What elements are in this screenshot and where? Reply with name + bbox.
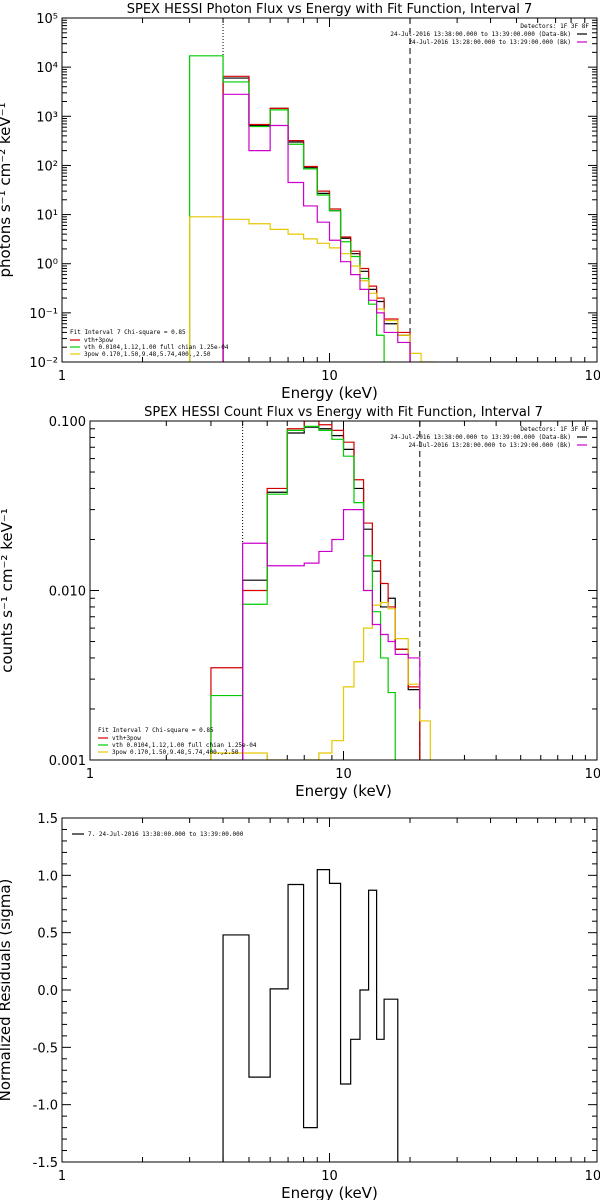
y-tick-label: 10⁵ xyxy=(36,12,58,27)
y-axis-label: photons s⁻¹ cm⁻² keV⁻¹ xyxy=(0,103,14,278)
y-tick-label: 0.5 xyxy=(37,927,58,942)
series-group xyxy=(189,55,437,362)
legend-entry-label: vth+3pow xyxy=(84,337,113,344)
legend-entry-label: 24-Jul-2016 13:28:00.000 to 13:29:00.000… xyxy=(408,39,571,46)
y-tick-label: 0.001 xyxy=(49,754,86,769)
series-bpow-line xyxy=(210,601,431,760)
y-axis-label: Normalized Residuals (sigma) xyxy=(0,879,14,1102)
y-tick-label: -1.0 xyxy=(33,1099,58,1114)
residuals-panel: 1 10 100 -1.5 -1.0 -0.5 0.0 0.5 1.0 1.5 Energy (ke… xyxy=(0,812,600,1200)
legend-entry-label: vth+3pow xyxy=(112,735,141,742)
x-tick-label: 1 xyxy=(86,767,94,782)
series-group xyxy=(210,421,431,760)
plot-frame xyxy=(89,420,598,761)
legend-entry-label: 24-Jul-2016 13:38:00.000 to 13:39:00.000… xyxy=(390,434,571,441)
x-tick-label: 100 xyxy=(585,767,600,782)
series-total-line xyxy=(210,421,421,760)
series-data-line xyxy=(222,77,411,362)
legend-entry-label: 3pow 0.170,1.50,9.48,5.74,400.,2.50 xyxy=(112,749,239,756)
y-tick-label: 10⁴ xyxy=(36,61,58,76)
x-axis-label: Energy (keV) xyxy=(281,1184,378,1200)
legend-fit-header: Fit Interval 7 Chi-square = 0.85 xyxy=(70,329,186,336)
series-background-line xyxy=(242,509,421,760)
y-tick-label: 10⁻¹ xyxy=(29,307,58,322)
y-tick-label: 0.100 xyxy=(49,415,86,430)
legend-entry-label: 7. 24-Jul-2016 13:38:00.000 to 13:39:00.… xyxy=(88,831,244,838)
photon-flux-panel: SPEX HESSI Photon Flux vs Energy with Fi… xyxy=(0,2,600,402)
x-tick-label: 10 xyxy=(321,1169,338,1184)
chart-title: SPEX HESSI Count Flux vs Energy with Fit… xyxy=(144,405,543,420)
x-tick-label: 10 xyxy=(335,767,352,782)
y-tick-label: 1.0 xyxy=(37,869,58,884)
y-tick-label: 10² xyxy=(36,159,58,174)
x-tick-label: 1 xyxy=(58,369,66,384)
x-tick-label: 100 xyxy=(585,369,600,384)
legend-entry-label: 24-Jul-2016 13:38:00.000 to 13:39:00.000… xyxy=(390,31,571,38)
x-axis-label: Energy (keV) xyxy=(281,384,378,402)
y-axis-label: counts s⁻¹ cm⁻² keV⁻¹ xyxy=(0,508,16,673)
legend-entry-label: vth 0.0104,1.12,1.00 full chian 1.25e-04 xyxy=(84,344,229,351)
y-tick-label: 10¹ xyxy=(36,209,58,224)
legend-fit-header: Fit Interval 7 Chi-square = 0.85 xyxy=(98,727,214,734)
y-tick-label: 1.5 xyxy=(37,812,58,827)
x-tick-label: 1 xyxy=(58,1169,66,1184)
legend-detectors: Detectors: 1F 3F 8F xyxy=(520,23,589,30)
plot-frame xyxy=(61,17,598,363)
y-tick-label: 10⁰ xyxy=(36,258,58,273)
y-tick-label: -0.5 xyxy=(33,1041,58,1056)
x-axis-label: Energy (keV) xyxy=(295,782,392,800)
count-flux-panel: SPEX HESSI Count Flux vs Energy with Fit… xyxy=(0,405,600,800)
plot-frame xyxy=(61,817,598,1163)
y-tick-label: 0.0 xyxy=(37,984,58,999)
series-vth-line xyxy=(210,425,396,760)
series-background-line xyxy=(222,93,411,362)
series-bpow-line xyxy=(189,216,437,362)
legend-entry-label: vth 0.0104,1.12,1.00 full chian 1.25e-04 xyxy=(112,742,257,749)
legend-entry-label: 24-Jul-2016 13:28:00.000 to 13:29:00.000… xyxy=(408,442,571,449)
series-total-line xyxy=(222,75,411,362)
chart-title: SPEX HESSI Photon Flux vs Energy with Fi… xyxy=(127,2,533,17)
series-vth-line xyxy=(189,55,385,362)
y-tick-label: 0.010 xyxy=(49,585,86,600)
y-tick-label: 10³ xyxy=(36,110,58,125)
series-data-line xyxy=(222,869,399,1162)
y-tick-label: -1.5 xyxy=(33,1156,58,1171)
x-tick-label: 10 xyxy=(321,369,338,384)
series-data-line xyxy=(242,426,421,760)
legend-detectors: Detectors: 1F 3F 8F xyxy=(520,426,589,433)
y-tick-label: 10⁻² xyxy=(29,356,58,371)
x-tick-label: 100 xyxy=(585,1169,600,1184)
legend-entry-label: 3pow 0.170,1.50,9.48,5.74,400.,2.50 xyxy=(84,351,211,358)
series-group xyxy=(222,869,399,1162)
